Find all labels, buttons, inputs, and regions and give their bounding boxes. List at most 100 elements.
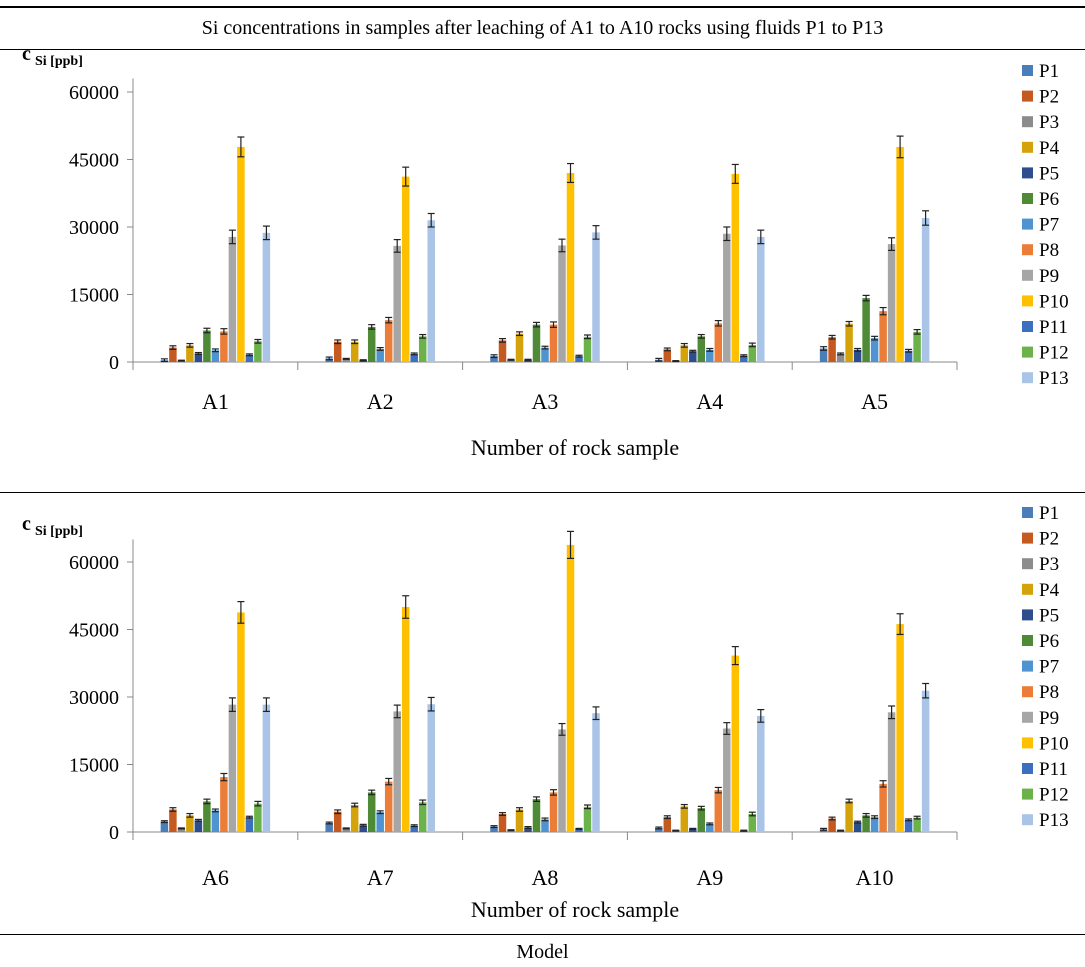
y-axis-label-subscript: Si [ppb] <box>35 524 83 539</box>
bar-P4-A4 <box>680 345 689 362</box>
bar-P4-A6 <box>186 815 194 832</box>
bar-P11-A4 <box>740 355 748 362</box>
bar-P9-A2 <box>393 245 401 362</box>
bar-P13-A1 <box>262 232 271 362</box>
bar-P5-A7 <box>359 825 367 832</box>
legend-label: P5 <box>1039 163 1059 184</box>
bar-P1-A3 <box>490 356 498 362</box>
legend-swatch <box>1022 583 1033 595</box>
y-tick-label: 0 <box>109 352 119 374</box>
bar-P4-A7 <box>350 805 359 832</box>
x-axis-title: Number of rock sample <box>471 897 679 922</box>
bar-P13-A7 <box>427 704 435 832</box>
legend-label: P5 <box>1039 605 1059 626</box>
chart-top: c Si [ppb] 0 15000 30000 45000 60000 A1 A2 A3 A4 A5… <box>22 50 1069 460</box>
bar-P7-A6 <box>211 810 220 832</box>
bar-P5-A6 <box>194 820 203 832</box>
bar-P12-A8 <box>583 806 592 832</box>
bar-P10-A7 <box>401 607 410 832</box>
bar-P5-A9 <box>689 828 697 832</box>
legend-label: P4 <box>1039 138 1060 159</box>
bar-P8-A3 <box>549 324 558 362</box>
y-axis-label: c <box>22 50 31 65</box>
bar-P12-A5 <box>913 331 921 362</box>
legend-swatch <box>1022 193 1033 204</box>
bar-P8-A10 <box>879 783 887 832</box>
legend-label: P9 <box>1039 266 1059 287</box>
legend-swatch <box>1022 116 1033 128</box>
bar-P12-A9 <box>748 814 757 832</box>
bar-P11-A7 <box>410 825 418 832</box>
bar-P13-A3 <box>592 232 600 362</box>
bar-P7-A5 <box>870 338 879 362</box>
bar-P9-A5 <box>887 244 896 362</box>
bar-P2-A10 <box>828 818 836 832</box>
x-tick-label: A10 <box>856 865 894 890</box>
bar-P9-A6 <box>228 704 237 832</box>
y-tick-label: 30000 <box>69 217 119 239</box>
bar-P1-A8 <box>490 826 498 832</box>
bar-P7-A9 <box>706 823 714 832</box>
x-tick-label: A1 <box>202 389 229 414</box>
x-tick-label: A2 <box>367 389 394 414</box>
bar-P6-A9 <box>697 808 706 832</box>
y-tick-label: 60000 <box>69 552 119 574</box>
y-tick-label: 0 <box>109 822 119 844</box>
x-tick-label: A5 <box>861 389 888 414</box>
legend-swatch <box>1022 218 1033 230</box>
bar-P4-A3 <box>515 333 524 362</box>
y-tick-label: 45000 <box>69 150 119 172</box>
legend-label: P13 <box>1039 368 1069 389</box>
bar-P11-A2 <box>410 353 418 362</box>
legend-swatch <box>1022 507 1033 518</box>
legend-label: P10 <box>1039 291 1069 312</box>
bar-P10-A1 <box>237 146 245 362</box>
bar-P8-A7 <box>384 781 393 832</box>
legend-swatch <box>1022 295 1033 307</box>
bar-P7-A4 <box>706 349 714 362</box>
bar-P7-A3 <box>541 347 549 362</box>
legend-label: P2 <box>1039 529 1059 550</box>
bar-P3-A6 <box>177 828 186 832</box>
legend-swatch <box>1022 660 1033 672</box>
bar-P6-A7 <box>367 792 376 832</box>
bar-P5-A5 <box>853 349 862 362</box>
legend-label: P11 <box>1039 317 1068 338</box>
bar-P2-A1 <box>169 347 177 362</box>
bar-P12-A4 <box>748 344 757 362</box>
bar-P9-A10 <box>887 712 896 832</box>
bar-P1-A9 <box>655 827 663 832</box>
bar-P4-A9 <box>680 806 689 832</box>
bar-P5-A3 <box>524 359 532 362</box>
bar-P7-A10 <box>870 817 879 832</box>
bar-P3-A7 <box>342 828 350 832</box>
bar-P8-A2 <box>384 320 393 362</box>
bar-P11-A6 <box>245 817 254 832</box>
bar-P10-A4 <box>731 173 740 362</box>
legend-label: P2 <box>1039 87 1059 108</box>
bar-P5-A4 <box>689 351 697 362</box>
legend-swatch <box>1022 737 1033 749</box>
bar-P6-A6 <box>203 801 211 832</box>
legend-swatch <box>1022 372 1033 384</box>
bar-P12-A6 <box>254 803 262 832</box>
legend-swatch <box>1022 90 1033 102</box>
bar-P4-A8 <box>515 809 524 832</box>
bar-P12-A3 <box>583 336 592 362</box>
bar-P10-A10 <box>896 624 904 832</box>
bar-P2-A8 <box>498 814 507 832</box>
bar-P9-A4 <box>723 233 731 362</box>
legend-label: P11 <box>1039 759 1068 780</box>
chart-bottom: c Si [ppb] 0 15000 30000 45000 60000 A6 A7 A8 A9 A1… <box>22 503 1069 922</box>
y-axis-label: c <box>22 513 31 535</box>
bar-P4-A10 <box>845 800 853 832</box>
y-tick-label: 45000 <box>69 620 119 642</box>
bar-P5-A10 <box>853 822 862 832</box>
bar-P9-A8 <box>558 729 566 832</box>
bar-P7-A1 <box>211 350 220 362</box>
legend-label: P1 <box>1039 503 1059 524</box>
bar-P8-A9 <box>714 790 723 832</box>
legend-swatch <box>1022 532 1033 544</box>
bar-P10-A2 <box>401 176 410 362</box>
bar-P2-A2 <box>333 341 342 362</box>
